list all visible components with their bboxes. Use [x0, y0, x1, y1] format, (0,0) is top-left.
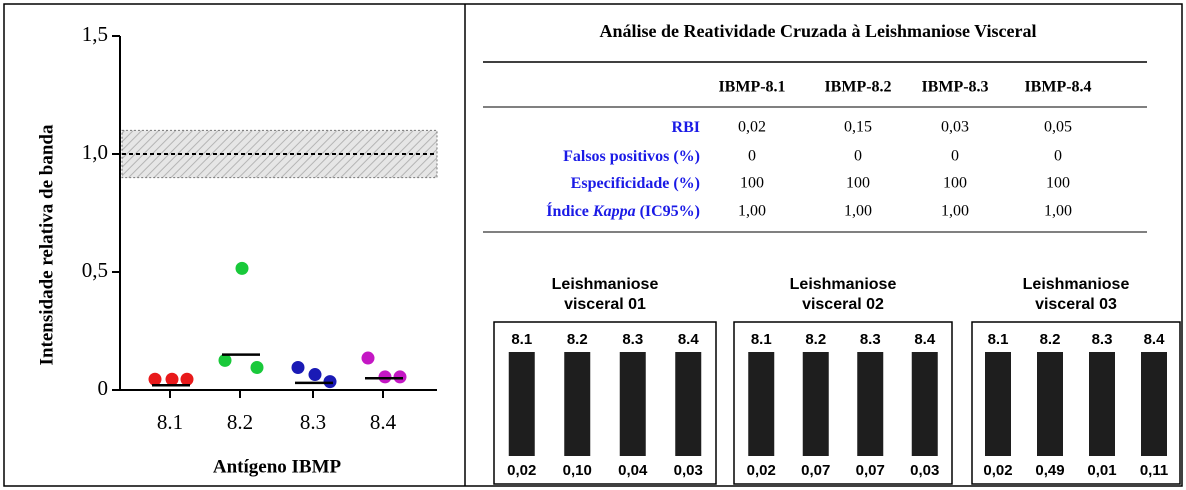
table-cell: 100 — [943, 175, 967, 192]
table-cell: 0 — [748, 148, 756, 165]
table-cell: 100 — [740, 175, 764, 192]
lane-value: 0,04 — [618, 462, 648, 479]
table-cell: 0,15 — [844, 119, 872, 136]
lane-label: 8.4 — [678, 331, 700, 348]
y-tick-label: 1,0 — [82, 140, 108, 164]
table-cell: 0,03 — [941, 119, 969, 136]
blot-title: Leishmaniose — [1023, 276, 1130, 293]
column-header: IBMP-8.4 — [1024, 79, 1091, 96]
lane-value: 0,49 — [1035, 462, 1064, 479]
blot-strip — [1037, 352, 1063, 456]
column-header: IBMP-8.3 — [921, 79, 988, 96]
row-label: Falsos positivos (%) — [563, 148, 700, 165]
table-cell: 0,05 — [1044, 119, 1072, 136]
data-point — [291, 360, 305, 374]
data-point — [378, 370, 392, 384]
data-point — [165, 372, 179, 386]
blot-strip — [508, 352, 535, 456]
table-cell: 0 — [854, 148, 862, 165]
lane-value: 0,03 — [910, 462, 939, 479]
table-title: Análise de Reatividade Cruzada à Leishma… — [600, 21, 1037, 41]
lane-label: 8.3 — [860, 331, 881, 348]
y-tick-label: 0 — [98, 376, 109, 400]
blot-title: Leishmaniose — [552, 276, 659, 293]
y-axis-label: Intensidade relativa de banda — [36, 124, 57, 365]
data-point — [323, 375, 337, 389]
row-label: RBI — [672, 119, 700, 136]
lane-label: 8.4 — [914, 331, 936, 348]
lane-label: 8.3 — [622, 331, 643, 348]
blot-title: visceral 03 — [1035, 296, 1117, 313]
table-cell: 1,00 — [941, 203, 969, 220]
frame — [3, 3, 1183, 487]
blot-strip — [675, 352, 702, 456]
lane-value: 0,07 — [856, 462, 885, 479]
lane-value: 0,02 — [747, 462, 776, 479]
table-cell: 0,02 — [738, 119, 766, 136]
lane-label: 8.2 — [567, 331, 588, 348]
blot-strip — [619, 352, 646, 456]
row-label-part: RBI — [672, 119, 700, 136]
x-tick-label: 8.3 — [300, 410, 326, 434]
y-tick-label: 1,5 — [82, 22, 108, 46]
x-tick-label: 8.4 — [370, 410, 397, 434]
data-point — [393, 370, 407, 384]
blot-strip — [985, 352, 1011, 456]
blot-title: visceral 02 — [802, 296, 884, 313]
row-label: Especificidade (%) — [571, 175, 700, 192]
data-point — [218, 353, 232, 367]
lane-label: 8.2 — [805, 331, 826, 348]
data-point — [308, 368, 322, 382]
row-label-part: Falsos positivos (%) — [563, 148, 700, 165]
x-axis-label: Antígeno IBMP — [213, 456, 342, 477]
lane-value: 0,01 — [1087, 462, 1116, 479]
table-cell: 0 — [1054, 148, 1062, 165]
blot-strip — [911, 352, 938, 456]
blot-strip — [802, 352, 829, 456]
data-point — [250, 360, 264, 374]
lane-label: 8.1 — [511, 331, 532, 348]
blot-strip — [857, 352, 884, 456]
blot-title: visceral 01 — [564, 296, 646, 313]
table-cell: 100 — [846, 175, 870, 192]
blot-strip — [564, 352, 591, 456]
blot-strip — [1089, 352, 1115, 456]
x-tick-label: 8.1 — [157, 410, 183, 434]
table-cell: 100 — [1046, 175, 1070, 192]
row-label-part: Kappa — [592, 203, 636, 220]
data-point — [235, 261, 249, 275]
table-cell: 0 — [951, 148, 959, 165]
blot-title: Leishmaniose — [790, 276, 897, 293]
column-header: IBMP-8.1 — [718, 79, 785, 96]
row-label: Índice Kappa (IC95%) — [546, 201, 700, 220]
lane-label: 8.1 — [988, 331, 1009, 348]
table-cell: 1,00 — [1044, 203, 1072, 220]
table-cell: 1,00 — [738, 203, 766, 220]
column-header: IBMP-8.2 — [824, 79, 891, 96]
lane-label: 8.3 — [1092, 331, 1113, 348]
y-tick-label: 0,5 — [82, 258, 108, 282]
lane-value: 0,07 — [801, 462, 830, 479]
row-label-part: (IC95%) — [636, 203, 700, 220]
lane-label: 8.1 — [751, 331, 772, 348]
lane-label: 8.2 — [1040, 331, 1061, 348]
row-label-part: Especificidade (%) — [571, 175, 700, 192]
lane-label: 8.4 — [1144, 331, 1166, 348]
lane-value: 0,11 — [1140, 462, 1168, 479]
lane-value: 0,02 — [983, 462, 1012, 479]
data-point — [361, 351, 375, 365]
table-cell: 1,00 — [844, 203, 872, 220]
data-point — [148, 372, 162, 386]
lane-value: 0,02 — [507, 462, 536, 479]
x-tick-label: 8.2 — [227, 410, 253, 434]
lane-value: 0,10 — [563, 462, 592, 479]
blot-strip — [748, 352, 775, 456]
blot-strip — [1141, 352, 1167, 456]
lane-value: 0,03 — [674, 462, 703, 479]
data-point — [180, 372, 194, 386]
row-label-part: Índice — [546, 201, 593, 220]
